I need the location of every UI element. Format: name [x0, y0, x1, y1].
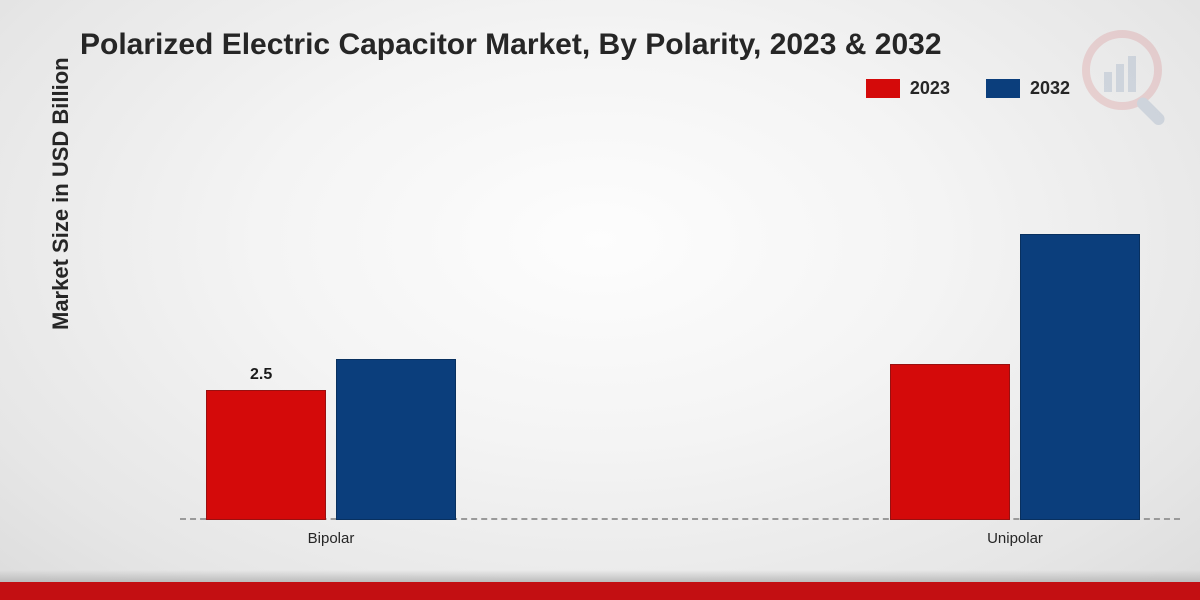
bar-unipolar-2032 — [1020, 234, 1140, 520]
bar-group-unipolar: Unipolar — [890, 234, 1140, 520]
legend-item-2023: 2023 — [866, 78, 950, 99]
legend-label-2032: 2032 — [1030, 78, 1070, 99]
legend-swatch-2032 — [986, 79, 1020, 98]
plot-area: Bipolar 2.5 Unipolar — [180, 120, 1180, 520]
bar-bipolar-2032 — [336, 359, 456, 520]
bar-group-bipolar: Bipolar — [206, 359, 456, 520]
legend-label-2023: 2023 — [910, 78, 950, 99]
bar-unipolar-2023 — [890, 364, 1010, 520]
value-label-bipolar-2023: 2.5 — [250, 366, 272, 384]
legend: 2023 2032 — [866, 78, 1070, 99]
y-axis-label: Market Size in USD Billion — [48, 57, 74, 330]
category-label-unipolar: Unipolar — [890, 530, 1140, 547]
footer-bar — [0, 582, 1200, 600]
legend-swatch-2023 — [866, 79, 900, 98]
category-label-bipolar: Bipolar — [206, 530, 456, 547]
footer-shadow — [0, 570, 1200, 582]
chart-canvas: Polarized Electric Capacitor Market, By … — [0, 0, 1200, 600]
chart-title: Polarized Electric Capacitor Market, By … — [80, 28, 942, 62]
watermark-logo-icon — [1080, 28, 1180, 128]
bar-bipolar-2023 — [206, 390, 326, 520]
legend-item-2032: 2032 — [986, 78, 1070, 99]
